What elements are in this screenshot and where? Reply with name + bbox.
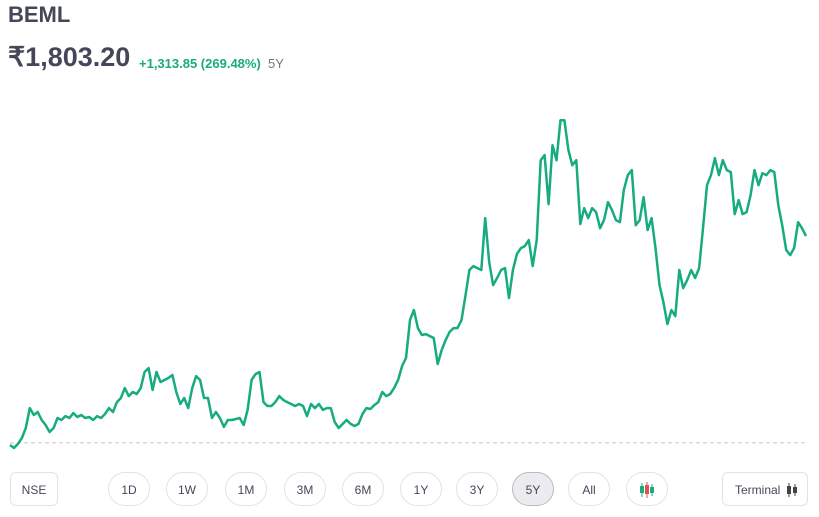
chart (9, 118, 808, 450)
range-button[interactable]: 1D (108, 472, 150, 506)
price: ₹1,803.20 (8, 42, 131, 72)
range-button[interactable]: 1M (225, 472, 267, 506)
range-button[interactable]: 1Y (400, 472, 442, 506)
terminal-icon (787, 483, 797, 497)
period: 5Y (268, 56, 284, 71)
stock-name: BEML (8, 2, 71, 27)
price-change: +1,313.85 (269.48%) (139, 56, 261, 71)
range-button[interactable]: 3Y (456, 472, 498, 506)
range-button[interactable]: All (568, 472, 610, 506)
range-button[interactable]: 3M (284, 472, 326, 506)
range-button[interactable]: 1W (166, 472, 208, 506)
candle-icon (640, 482, 654, 498)
exchange-button[interactable]: NSE (10, 472, 58, 506)
range-button[interactable]: 5Y (512, 472, 554, 506)
price-line (9, 118, 808, 450)
chart-type-button[interactable] (626, 472, 668, 506)
terminal-label: Terminal (735, 483, 781, 497)
range-button[interactable]: 6M (342, 472, 384, 506)
terminal-button[interactable]: Terminal (722, 472, 808, 506)
